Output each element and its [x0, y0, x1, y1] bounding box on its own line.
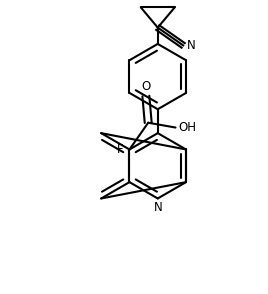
- Text: N: N: [153, 201, 162, 214]
- Text: OH: OH: [178, 121, 196, 134]
- Text: N: N: [187, 39, 196, 52]
- Text: O: O: [141, 80, 151, 93]
- Text: F: F: [117, 143, 124, 156]
